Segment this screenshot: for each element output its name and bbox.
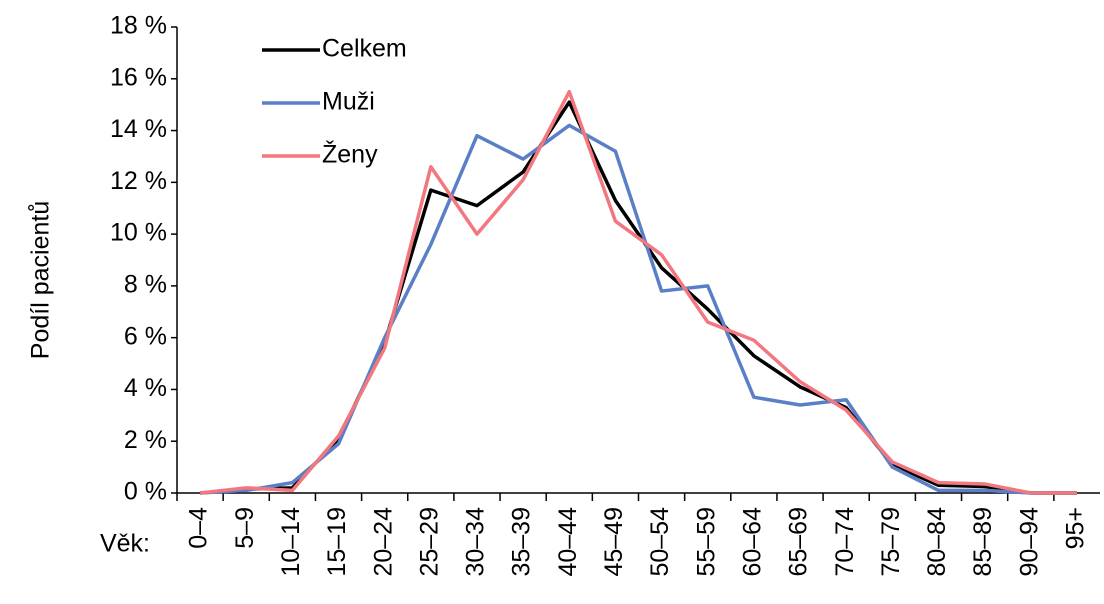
x-tick-label: 5–9 bbox=[231, 507, 259, 549]
y-axis-label: Podíl pacientů bbox=[27, 201, 55, 359]
x-tick-label: 85–89 bbox=[969, 507, 997, 577]
y-tick-label: 10 % bbox=[110, 219, 167, 247]
series-line bbox=[199, 123, 1077, 495]
y-tick-label: 18 % bbox=[110, 12, 167, 40]
y-tick-label: 4 % bbox=[124, 374, 167, 402]
x-tick-label: 95+ bbox=[1062, 507, 1090, 549]
x-tick-label: 60–64 bbox=[738, 507, 766, 577]
x-tick-label: 65–69 bbox=[785, 507, 813, 577]
x-tick-label: 30–34 bbox=[462, 507, 490, 577]
y-tick-label: 16 % bbox=[110, 63, 167, 91]
y-tick-label: 0 % bbox=[124, 478, 167, 506]
y-tick-label: 14 % bbox=[110, 115, 167, 143]
x-tick-label: 90–94 bbox=[1015, 507, 1043, 577]
x-tick-label: 25–29 bbox=[415, 507, 443, 577]
x-tick-label: 20–24 bbox=[369, 507, 397, 577]
x-tick-label: 35–39 bbox=[508, 507, 536, 577]
x-axis-label: Věk: bbox=[100, 530, 150, 558]
legend-label: Celkem bbox=[322, 35, 407, 63]
legend-label: Muži bbox=[322, 88, 375, 116]
x-tick-label: 55–59 bbox=[692, 507, 720, 577]
x-tick-label: 15–19 bbox=[323, 507, 351, 577]
x-tick-label: 75–79 bbox=[877, 507, 905, 577]
x-tick-label: 40–44 bbox=[554, 507, 582, 577]
x-tick-label: 50–54 bbox=[646, 507, 674, 577]
x-tick-label: 70–74 bbox=[831, 507, 859, 577]
legend-label: Ženy bbox=[322, 140, 378, 169]
y-tick-label: 2 % bbox=[124, 426, 167, 454]
x-tick-label: 80–84 bbox=[923, 507, 951, 577]
x-tick-label: 10–14 bbox=[277, 507, 305, 577]
x-tick-label: 0–4 bbox=[185, 507, 213, 549]
y-tick-label: 6 % bbox=[124, 322, 167, 350]
series-line bbox=[199, 89, 1077, 495]
y-tick-label: 12 % bbox=[110, 167, 167, 195]
y-tick-label: 8 % bbox=[124, 270, 167, 298]
x-tick-label: 45–49 bbox=[600, 507, 628, 577]
